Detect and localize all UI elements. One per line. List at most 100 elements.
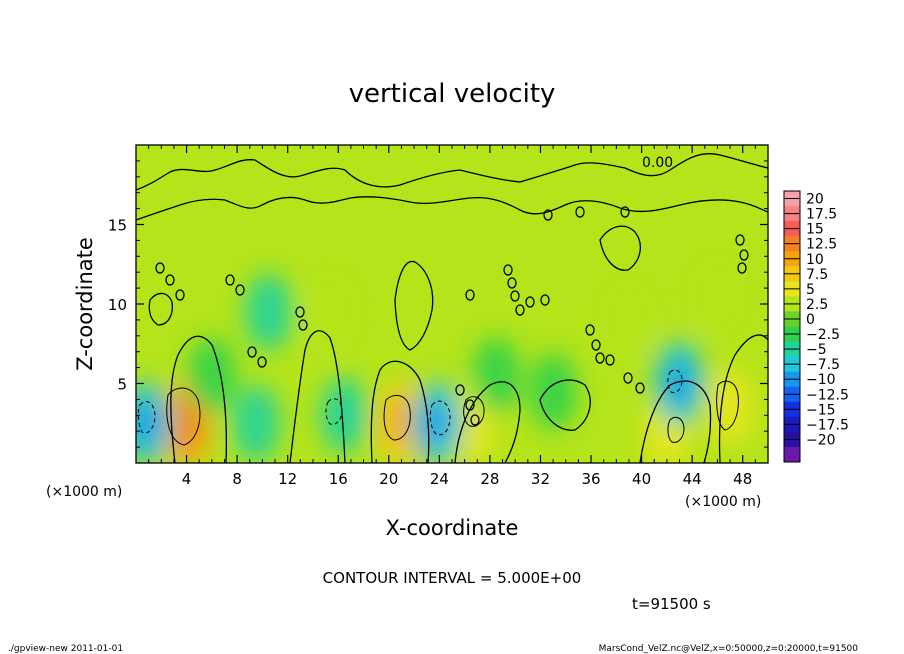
colorbar-label: −10	[806, 372, 836, 388]
contour-loop	[465, 289, 475, 301]
x-tick-label: 40	[632, 470, 651, 488]
contour-loop	[515, 304, 525, 316]
contour-loop	[595, 352, 605, 364]
contour-loop	[525, 296, 535, 308]
contour-line	[136, 153, 768, 191]
contour-loop	[623, 372, 633, 384]
colorbar-label: 10	[806, 252, 824, 268]
velocity-cell	[604, 281, 653, 358]
contour-line	[170, 335, 228, 463]
x-tick-label: 16	[329, 470, 348, 488]
contour-line	[136, 196, 768, 221]
velocity-core	[136, 400, 160, 447]
x-tick-label: 4	[182, 470, 192, 488]
contour-line-negative	[429, 400, 451, 436]
velocity-cell	[307, 273, 356, 350]
y-axis: 5 10 15	[108, 160, 768, 448]
contour-value-label: 0.00	[642, 155, 673, 171]
colorbar-label: 5	[806, 282, 815, 298]
contour-loop	[575, 206, 585, 218]
contour-loop	[605, 354, 615, 366]
x-tick-label: 48	[733, 470, 752, 488]
x-tick-label: 36	[581, 470, 600, 488]
contour-line	[289, 330, 346, 463]
footer-right: MarsCond_VelZ.nc@VelZ,x=0:50000,z=0:2000…	[599, 644, 859, 654]
contour-line	[166, 387, 201, 446]
x-tick-label: 8	[232, 470, 242, 488]
contour-loop	[235, 284, 245, 296]
velocity-cell	[706, 369, 755, 446]
colorbar-swatch	[784, 446, 800, 463]
contour-loop	[155, 262, 165, 274]
colorbar-label: 7.5	[806, 267, 828, 283]
contour-loop	[175, 289, 185, 301]
contour-line	[454, 381, 521, 463]
colorbar-label: 12.5	[806, 237, 837, 253]
contour-loop	[540, 294, 550, 306]
velocity-core	[666, 360, 693, 407]
velocity-core	[173, 401, 200, 448]
contour-line	[667, 416, 685, 443]
x-unit-left: (×1000 m)	[46, 484, 122, 500]
x-tick-label: 12	[278, 470, 297, 488]
contour-loop	[503, 264, 513, 276]
colorbar-label: 15	[806, 222, 824, 238]
contour-loop	[465, 399, 475, 411]
colorbar-label: 2.5	[806, 297, 828, 313]
velocity-core	[388, 400, 415, 447]
contour-loop	[507, 277, 517, 289]
x-tick-label: 28	[480, 470, 499, 488]
x-tick-label: 32	[531, 470, 550, 488]
contour-line-negative	[667, 369, 683, 393]
contour-loop	[620, 206, 630, 218]
velocity-cell	[529, 353, 578, 430]
x-unit-right: (×1000 m)	[685, 494, 761, 510]
velocity-cell	[187, 337, 236, 414]
contour-loop	[455, 384, 465, 396]
contour-loop	[510, 290, 520, 302]
contour-line	[394, 260, 434, 351]
contour-line	[539, 379, 591, 431]
contour-loop	[543, 209, 553, 221]
contour-line-negative	[137, 401, 156, 434]
contour-line	[370, 360, 430, 463]
contour-loop	[295, 306, 305, 318]
contour-loop	[585, 324, 595, 336]
colorbar-label: −15	[806, 402, 836, 418]
velocity-cell	[232, 385, 281, 462]
contour-line	[383, 394, 411, 441]
y-tick-label: 15	[108, 217, 127, 235]
footer-left: ./gpview-new 2011-01-01	[8, 644, 123, 654]
contour-line	[718, 334, 768, 463]
colorbar-frame	[783, 190, 801, 463]
colorbar-label: −2.5	[806, 327, 840, 343]
contour-line	[599, 225, 641, 271]
colorbar-label: 17.5	[806, 207, 837, 223]
x-axis-label: X-coordinate	[386, 516, 519, 540]
y-tick-label: 10	[108, 296, 127, 314]
contour-line	[463, 396, 485, 427]
contour-loop	[739, 249, 749, 261]
contour-loop	[591, 339, 601, 351]
colorbar-label: 20	[806, 192, 824, 208]
contour-loop	[165, 274, 175, 286]
contour-loop	[247, 346, 257, 358]
contour-loop	[470, 414, 480, 426]
contour-interval: CONTOUR INTERVAL = 5.000E+00	[323, 569, 582, 587]
colorbar-label: −17.5	[806, 417, 849, 433]
contour-loop	[257, 356, 267, 368]
contour-line	[639, 380, 712, 463]
chart-title: vertical velocity	[349, 79, 556, 109]
velocity-cell	[472, 337, 521, 414]
colorbar-label: −7.5	[806, 357, 840, 373]
colorbar-label: 0	[806, 312, 815, 328]
colorbar-label: −12.5	[806, 387, 849, 403]
velocity-cell	[244, 273, 293, 350]
contour-line	[148, 292, 174, 326]
contour-loop	[735, 234, 745, 246]
velocity-cell	[693, 258, 742, 335]
contour-loop	[298, 319, 308, 331]
contour-line	[716, 380, 739, 431]
colorbar: 2017.51512.5107.552.50−2.5−5−7.5−10−12.5…	[783, 190, 849, 463]
